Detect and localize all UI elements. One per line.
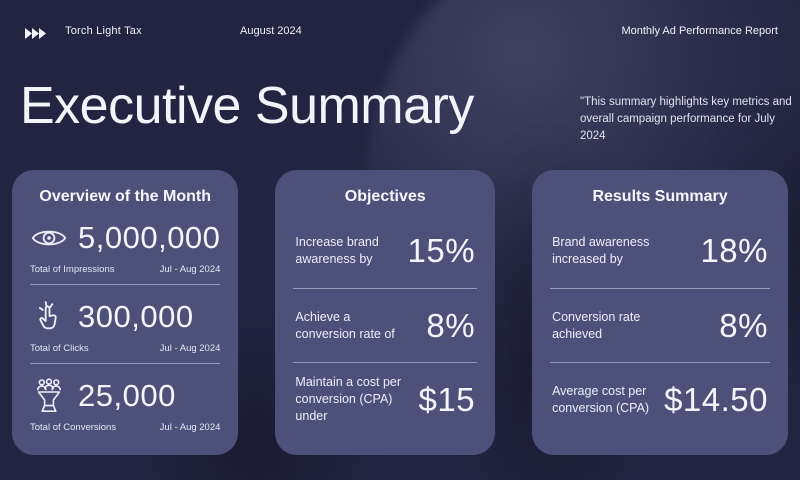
objective-label: Achieve a conversion rate of [295,309,395,341]
click-icon [30,300,68,334]
conversions-metric: 25,000 Total of Conversions Jul - Aug 20… [30,363,221,433]
clicks-metric: 300,000 Total of Clicks Jul - Aug 2024 [30,284,221,354]
result-row: Conversion rate achieved 8% [550,288,770,362]
result-value: $14.50 [664,380,768,418]
result-label: Conversion rate achieved [552,309,641,341]
page-title: Executive Summary [20,77,474,135]
objective-row: Maintain a cost per conversion (CPA) und… [293,362,478,436]
conversions-value: 25,000 [78,378,176,413]
result-row: Average cost per conversion (CPA) $14.50 [550,362,770,436]
overview-card: Overview of the Month 5,000,000 [12,170,239,455]
conversions-label: Total of Conversions [30,422,117,433]
brand-name: Torch Light Tax [65,25,142,37]
eye-icon [30,225,68,251]
results-card-title: Results Summary [592,188,728,205]
impressions-value: 5,000,000 [78,220,221,255]
clicks-period: Jul - Aug 2024 [159,343,221,354]
objective-value: 15% [407,232,476,269]
impressions-label: Total of Impressions [30,264,115,275]
overview-metrics: 5,000,000 Total of Impressions Jul - Aug… [30,206,221,433]
result-label: Average cost per conversion (CPA) [552,383,650,415]
impressions-metric: 5,000,000 Total of Impressions Jul - Aug… [30,206,220,275]
conversions-period: Jul - Aug 2024 [159,422,221,433]
clicks-label: Total of Clicks [30,343,89,354]
header-bar: Torch Light Tax August 2024 Monthly Ad P… [0,0,800,46]
objectives-card-title: Objectives [344,188,426,205]
objective-value: $15 [418,380,476,418]
cards-row: Overview of the Month 5,000,000 [12,170,788,455]
header-report-title: Monthly Ad Performance Report [621,25,778,37]
header-date: August 2024 [240,25,302,37]
objectives-list: Increase brand awareness by 15% Achieve … [293,214,478,436]
overview-card-title: Overview of the Month [39,188,211,205]
impressions-period: Jul - Aug 2024 [159,264,221,275]
objective-row: Achieve a conversion rate of 8% [293,288,478,362]
objective-row: Increase brand awareness by 15% [293,214,477,288]
triple-arrow-icon [25,26,51,44]
results-card: Results Summary Brand awareness increase… [532,170,788,455]
conversion-funnel-icon [30,378,68,414]
result-row: Brand awareness increased by 18% [550,214,770,288]
objective-value: 8% [426,306,476,344]
result-label: Brand awareness increased by [552,235,650,266]
results-list: Brand awareness increased by 18% Convers… [550,214,770,436]
clicks-value: 300,000 [78,299,194,334]
objectives-card: Objectives Increase brand awareness by 1… [275,170,496,455]
objective-label: Maintain a cost per conversion (CPA) und… [295,375,402,423]
result-value: 8% [719,306,768,344]
page-subtitle: "This summary highlights key metrics and… [580,96,792,142]
objective-label: Increase brand awareness by [295,235,379,266]
result-value: 18% [700,232,768,269]
